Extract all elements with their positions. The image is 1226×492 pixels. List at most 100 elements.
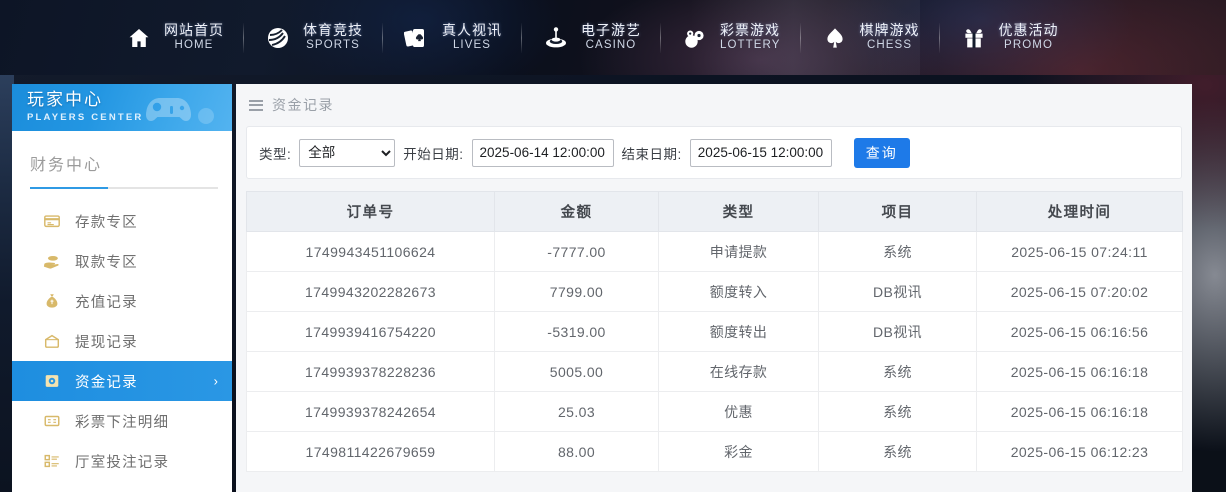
breadcrumb: 资金记录 (246, 84, 1182, 126)
table-head: 订单号 金额 类型 项目 处理时间 (246, 191, 1183, 232)
nav-item-sports[interactable]: 体育竞技 SPORTS (263, 23, 382, 53)
table-row[interactable]: 1749939378228236 5005.00 在线存款 系统 2025-06-15 … (246, 351, 1183, 392)
cell-type: 额度转入 (658, 271, 819, 312)
cards-icon (402, 23, 432, 53)
table-row[interactable]: 1749939416754220 -5319.00 额度转出 DB视讯 2025-06-… (246, 311, 1183, 352)
cell-type: 优惠 (658, 391, 819, 432)
nav-label-en: HOME (174, 38, 214, 51)
main-content: 资金记录 类型: 全部 开始日期: 结束日期: 查询 订单号 金额 类型 项目 … (236, 84, 1192, 492)
nav-item-home[interactable]: 网站首页 HOME (124, 23, 243, 53)
nav-item-promo[interactable]: 优惠活动 PROMO (959, 23, 1078, 53)
sidebar-section-title: 财务中心 (30, 157, 103, 174)
cell-process-time: 2025-06-15 06:12:23 (976, 431, 1183, 472)
sidebar-item-recharge-record[interactable]: 充值记录 (12, 281, 232, 321)
sidebar-menu: 存款专区 取款专区 充值记录 提现记录 资金记录 › (12, 201, 232, 492)
sidebar-item-withdraw-zone[interactable]: 取款专区 (12, 241, 232, 281)
column-header-amount: 金额 (494, 191, 659, 232)
hamburger-icon[interactable] (249, 99, 263, 111)
gift-icon (959, 23, 989, 53)
search-button[interactable]: 查询 (853, 137, 910, 168)
sidebar-header: 玩家中心 PLAYERS CENTER (12, 84, 232, 131)
sidebar-section: 财务中心 (12, 131, 232, 175)
sidebar-item-label: 提现记录 (75, 334, 138, 351)
list-icon (42, 451, 62, 471)
cell-amount: 25.03 (494, 391, 659, 432)
nav-divider (799, 22, 801, 53)
cell-project: DB视讯 (818, 311, 977, 352)
sidebar-item-deposit-zone[interactable]: 存款专区 (12, 201, 232, 241)
cell-order-no: 1749939378242654 (246, 391, 495, 432)
table-row[interactable]: 1749811422679659 88.00 彩金 系统 2025-06-15 06:1… (246, 431, 1183, 472)
card-icon (42, 211, 62, 231)
sidebar-item-label: 资金记录 (75, 374, 138, 391)
cell-type: 彩金 (658, 431, 819, 472)
end-date-input[interactable] (689, 138, 832, 167)
cell-amount: 7799.00 (494, 271, 659, 312)
gamepad-watermark-icon (134, 86, 226, 131)
nav-label-cn: 网站首页 (164, 22, 224, 39)
sidebar-item-lottery-bet-detail[interactable]: 彩票下注明细 (12, 401, 232, 441)
sidebar-item-label: 充值记录 (75, 294, 138, 311)
cell-amount: -5319.00 (494, 311, 659, 352)
column-header-type: 类型 (658, 191, 819, 232)
top-navigation-bar: 网站首页 HOME 体育竞技 SPORTS (0, 0, 1226, 75)
end-date-label: 结束日期: (621, 146, 682, 162)
sidebar-item-player-bet-report[interactable]: 玩家投注报表 (12, 481, 232, 492)
nav-label-cn: 电子游艺 (581, 22, 641, 39)
sidebar-item-withdraw-record[interactable]: 提现记录 (12, 321, 232, 361)
cell-type: 额度转出 (658, 311, 819, 352)
column-header-project: 项目 (818, 191, 977, 232)
sidebar-title-en: PLAYERS CENTER (27, 111, 144, 123)
nav-item-lottery[interactable]: 彩票游戏 LOTTERY (680, 23, 800, 53)
start-date-label: 开始日期: (403, 146, 464, 162)
type-filter-label: 类型: (259, 146, 292, 162)
table-row[interactable]: 1749943202282673 7799.00 额度转入 DB视讯 2025-06-1… (246, 271, 1183, 312)
safe-icon (42, 371, 62, 391)
column-header-process-time: 处理时间 (976, 191, 1183, 232)
cell-process-time: 2025-06-15 07:20:02 (976, 271, 1183, 312)
start-date-input[interactable] (471, 138, 614, 167)
table-row[interactable]: 1749939378242654 25.03 优惠 系统 2025-06-15 06:1… (246, 391, 1183, 432)
nav-label-cn: 真人视讯 (442, 22, 502, 39)
cell-type: 在线存款 (658, 351, 819, 392)
sidebar-item-fund-record[interactable]: 资金记录 › (12, 361, 232, 401)
lottery-icon (680, 23, 710, 53)
cell-order-no: 1749939378228236 (246, 351, 495, 392)
home-icon (124, 23, 154, 53)
nav-item-casino[interactable]: 电子游艺 CASINO (541, 23, 660, 53)
nav-label-cn: 棋牌游戏 (859, 22, 920, 39)
cell-order-no: 1749943202282673 (246, 271, 495, 312)
nav-label-en: SPORTS (306, 38, 360, 51)
cell-project: DB视讯 (818, 271, 977, 312)
cell-type: 申请提款 (658, 231, 819, 272)
cell-amount: 5005.00 (494, 351, 659, 392)
nav-label-cn: 优惠活动 (998, 22, 1059, 39)
table-header-row: 订单号 金额 类型 项目 处理时间 (246, 191, 1183, 232)
cell-process-time: 2025-06-15 06:16:18 (976, 351, 1183, 392)
table-row[interactable]: 1749943451106624 -7777.00 申请提款 系统 2025-06-15… (246, 231, 1183, 272)
filter-bar: 类型: 全部 开始日期: 结束日期: 查询 (246, 126, 1182, 179)
type-select[interactable]: 全部 (299, 138, 396, 167)
nav-item-chess[interactable]: 棋牌游戏 CHESS (820, 23, 939, 53)
cell-project: 系统 (818, 231, 977, 272)
nav-divider (660, 22, 661, 53)
nav-divider (938, 22, 940, 53)
table-body: 1749943451106624 -7777.00 申请提款 系统 2025-06-15… (246, 231, 1183, 472)
cell-process-time: 2025-06-15 06:16:56 (976, 311, 1183, 352)
cell-project: 系统 (818, 431, 977, 472)
casino-icon (541, 23, 571, 53)
nav-divider (521, 22, 522, 53)
fund-record-table-wrapper: 订单号 金额 类型 项目 处理时间 1749943451106624 -7777.… (246, 191, 1183, 472)
sidebar-item-hall-bet-record[interactable]: 厅室投注记录 (12, 441, 232, 481)
nav-divider (243, 22, 244, 53)
hand-cash-icon (42, 251, 62, 271)
cell-order-no: 1749939416754220 (246, 311, 495, 352)
nav-label-cn: 彩票游戏 (720, 22, 780, 39)
fund-record-table: 订单号 金额 类型 项目 处理时间 1749943451106624 -7777.… (246, 191, 1183, 472)
cell-process-time: 2025-06-15 07:24:11 (976, 231, 1183, 272)
sidebar-item-label: 取款专区 (75, 254, 138, 271)
sidebar-title-cn: 玩家中心 (27, 90, 103, 109)
sidebar: 玩家中心 PLAYERS CENTER 财务中心 存款专区 取款专区 充值记录 (12, 84, 232, 492)
nav-item-lives[interactable]: 真人视讯 LIVES (402, 23, 521, 53)
cell-order-no: 1749811422679659 (246, 431, 495, 472)
